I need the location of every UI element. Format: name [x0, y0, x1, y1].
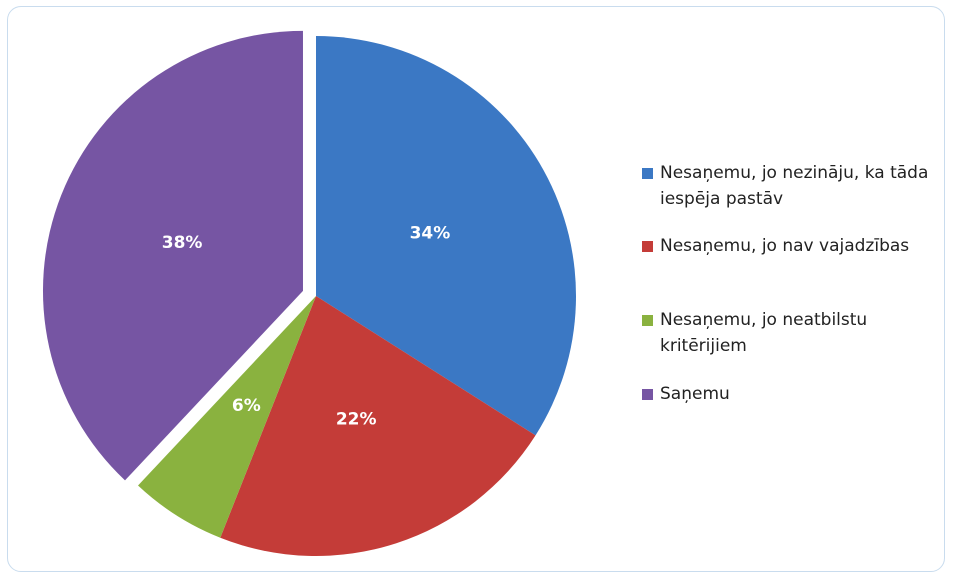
pie-slice: [316, 36, 577, 436]
legend-swatch: [642, 241, 653, 252]
legend-label: Nesaņemu, jo nav vajadzības: [660, 236, 910, 256]
pie-slice: [220, 296, 536, 556]
data-label: 34%: [410, 223, 451, 243]
legend-entry: Nesaņemu, jo neatbilstu kritērijiem: [642, 307, 950, 359]
pie-slice: [42, 30, 303, 481]
data-label: 6%: [232, 396, 261, 416]
legend-label: Nesaņemu, jo nezināju, ka tāda iespēja p…: [660, 163, 929, 209]
legend-label: Saņemu: [660, 384, 730, 404]
data-label: 38%: [162, 233, 203, 253]
legend-swatch: [642, 168, 653, 179]
legend-entry: Nesaņemu, jo nav vajadzības: [642, 233, 950, 259]
legend-swatch: [642, 315, 653, 326]
legend-entry: Nesaņemu, jo nezināju, ka tāda iespēja p…: [642, 160, 950, 212]
data-label: 22%: [336, 410, 377, 430]
pie-slice: [138, 296, 316, 538]
legend-entry: Saņemu: [642, 381, 950, 407]
chart-frame: [7, 6, 945, 572]
legend-swatch: [642, 389, 653, 400]
legend-label: Nesaņemu, jo neatbilstu kritērijiem: [660, 310, 868, 356]
